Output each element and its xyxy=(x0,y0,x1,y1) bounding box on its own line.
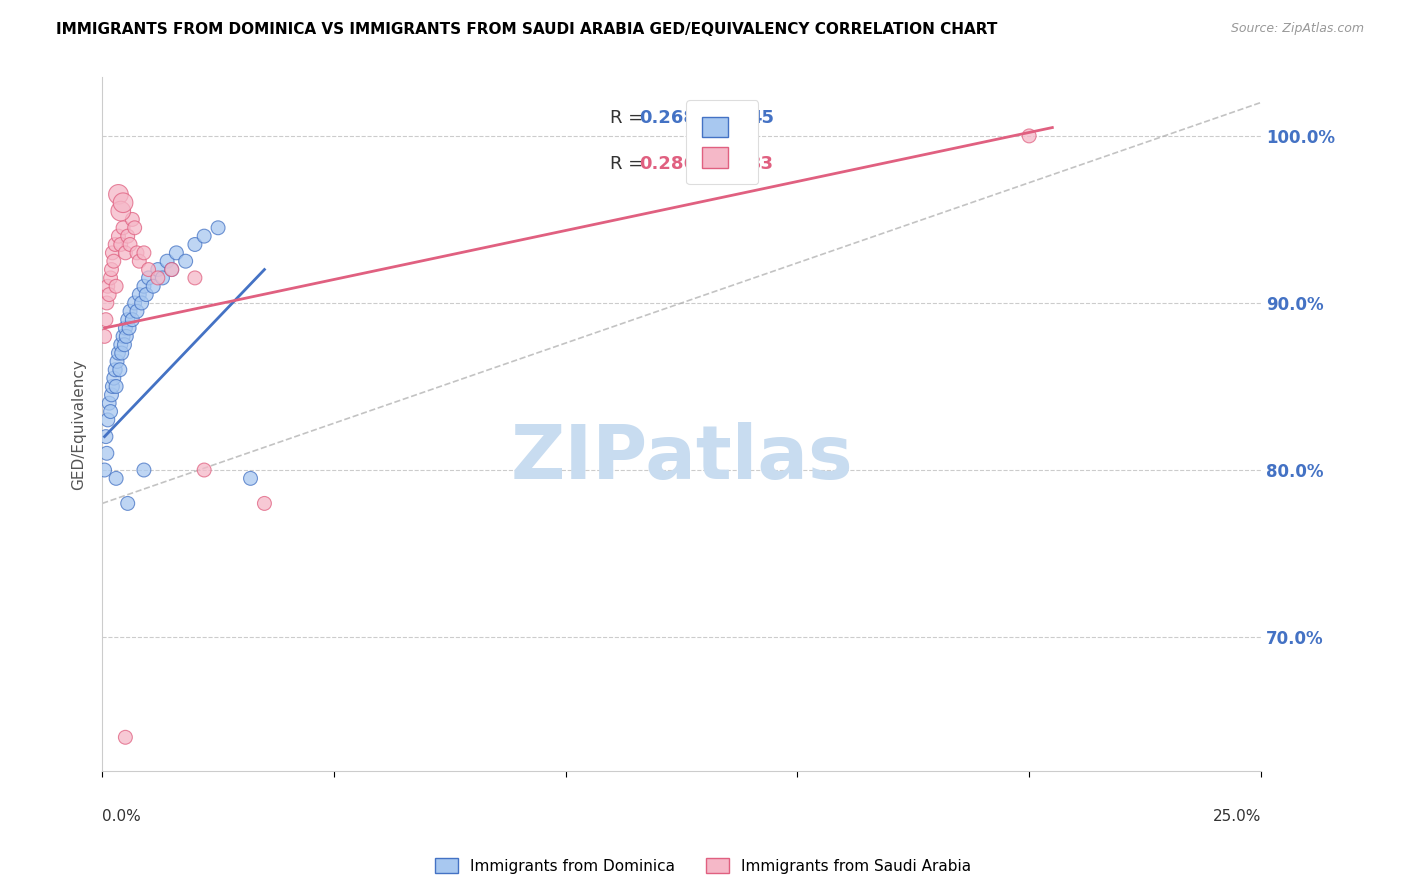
Point xyxy=(118,304,141,318)
Point xyxy=(94,429,117,443)
Point xyxy=(117,229,139,244)
Point xyxy=(128,254,150,268)
Point xyxy=(253,496,276,510)
Point xyxy=(114,245,136,260)
Point xyxy=(101,245,124,260)
Point xyxy=(110,237,132,252)
Point xyxy=(138,262,160,277)
Point xyxy=(112,329,135,343)
Text: 0.286: 0.286 xyxy=(638,155,696,173)
Point xyxy=(1018,128,1040,143)
Point xyxy=(105,471,128,485)
Point xyxy=(132,463,155,477)
Point xyxy=(114,337,136,351)
Text: 33: 33 xyxy=(749,155,773,173)
Point xyxy=(96,296,118,310)
Point xyxy=(115,329,138,343)
Point xyxy=(108,363,131,377)
Point xyxy=(101,379,124,393)
Text: 0.0%: 0.0% xyxy=(103,809,141,824)
Point xyxy=(135,287,157,301)
Point xyxy=(121,312,143,326)
Point xyxy=(152,271,174,285)
Point xyxy=(125,245,148,260)
Point xyxy=(118,321,141,335)
Point xyxy=(165,245,187,260)
Point xyxy=(124,296,146,310)
Point xyxy=(138,271,160,285)
Point xyxy=(112,220,135,235)
Point xyxy=(132,245,155,260)
Legend: Immigrants from Dominica, Immigrants from Saudi Arabia: Immigrants from Dominica, Immigrants fro… xyxy=(429,852,977,880)
Text: R =: R = xyxy=(610,155,648,173)
Point xyxy=(100,388,122,402)
Point xyxy=(117,496,139,510)
Point xyxy=(132,279,155,293)
Point xyxy=(193,229,215,244)
Point xyxy=(131,296,153,310)
Point xyxy=(112,195,135,210)
Point xyxy=(100,262,122,277)
Point xyxy=(93,463,115,477)
Point xyxy=(128,287,150,301)
Point xyxy=(96,446,118,460)
Point xyxy=(100,404,122,418)
Point xyxy=(111,346,134,360)
Point xyxy=(193,463,215,477)
Text: 45: 45 xyxy=(749,109,773,127)
Point xyxy=(97,413,120,427)
Point xyxy=(105,354,128,368)
Text: N =: N = xyxy=(723,155,762,173)
Point xyxy=(107,229,129,244)
Point xyxy=(107,187,129,202)
Point xyxy=(142,279,165,293)
Point xyxy=(156,254,179,268)
Point xyxy=(103,371,125,385)
Point xyxy=(160,262,183,277)
Point xyxy=(110,204,132,219)
Point xyxy=(93,329,115,343)
Point xyxy=(94,312,117,326)
Legend: , : , xyxy=(686,100,758,185)
Point xyxy=(105,379,128,393)
Point xyxy=(121,212,143,227)
Text: N =: N = xyxy=(723,109,762,127)
Text: IMMIGRANTS FROM DOMINICA VS IMMIGRANTS FROM SAUDI ARABIA GED/EQUIVALENCY CORRELA: IMMIGRANTS FROM DOMINICA VS IMMIGRANTS F… xyxy=(56,22,998,37)
Text: Source: ZipAtlas.com: Source: ZipAtlas.com xyxy=(1230,22,1364,36)
Point xyxy=(114,731,136,745)
Text: ZIPatlas: ZIPatlas xyxy=(510,422,853,495)
Point xyxy=(125,304,148,318)
Text: R =: R = xyxy=(610,109,648,127)
Point xyxy=(146,271,169,285)
Point xyxy=(104,237,127,252)
Point xyxy=(160,262,183,277)
Text: 25.0%: 25.0% xyxy=(1212,809,1261,824)
Y-axis label: GED/Equivalency: GED/Equivalency xyxy=(72,359,86,490)
Point xyxy=(97,279,120,293)
Point xyxy=(207,220,229,235)
Point xyxy=(107,346,129,360)
Text: 0.268: 0.268 xyxy=(638,109,696,127)
Point xyxy=(104,363,127,377)
Point xyxy=(100,271,122,285)
Point xyxy=(105,279,128,293)
Point xyxy=(114,321,136,335)
Point xyxy=(103,254,125,268)
Point xyxy=(124,220,146,235)
Point xyxy=(110,337,132,351)
Point xyxy=(146,262,169,277)
Point xyxy=(118,237,141,252)
Point xyxy=(184,237,207,252)
Point xyxy=(98,287,121,301)
Point xyxy=(184,271,207,285)
Point xyxy=(117,312,139,326)
Point xyxy=(174,254,197,268)
Point xyxy=(98,396,121,410)
Point xyxy=(239,471,262,485)
